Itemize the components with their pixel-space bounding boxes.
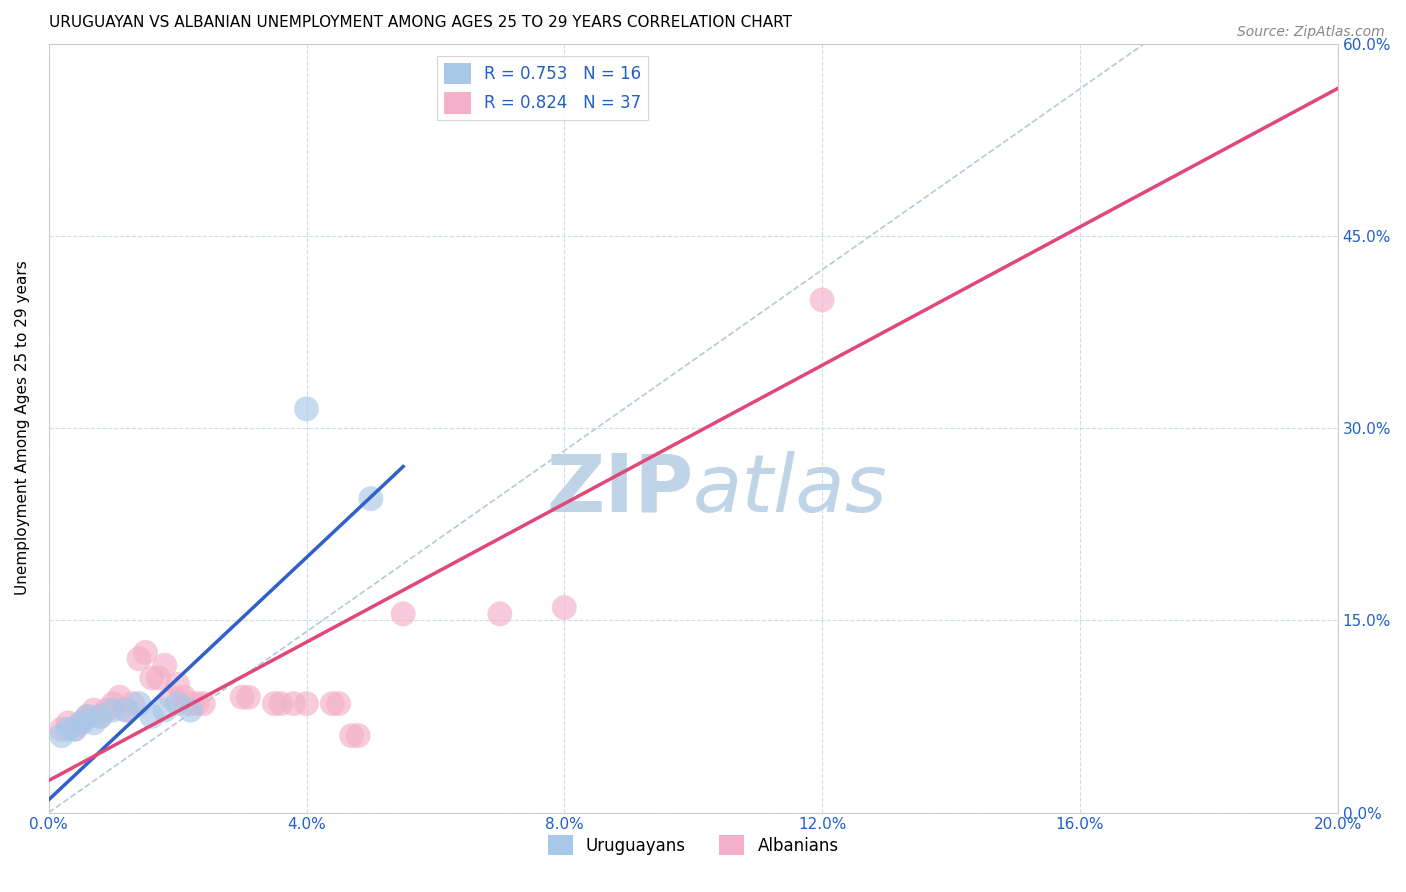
Point <box>263 697 285 711</box>
Point <box>180 697 202 711</box>
Point <box>70 715 93 730</box>
Point <box>295 697 318 711</box>
Point <box>489 607 512 621</box>
Point <box>340 729 363 743</box>
Point <box>128 652 150 666</box>
Point <box>63 723 86 737</box>
Point <box>283 697 305 711</box>
Point <box>103 703 125 717</box>
Point <box>89 709 111 723</box>
Point <box>180 703 202 717</box>
Legend: R = 0.753   N = 16, R = 0.824   N = 37: R = 0.753 N = 16, R = 0.824 N = 37 <box>437 56 648 120</box>
Text: URUGUAYAN VS ALBANIAN UNEMPLOYMENT AMONG AGES 25 TO 29 YEARS CORRELATION CHART: URUGUAYAN VS ALBANIAN UNEMPLOYMENT AMONG… <box>49 15 792 30</box>
Point <box>166 677 188 691</box>
Point <box>231 690 253 705</box>
Point <box>141 671 163 685</box>
Point <box>238 690 260 705</box>
Point <box>166 697 188 711</box>
Point <box>51 729 73 743</box>
Point <box>148 671 170 685</box>
Point <box>270 697 292 711</box>
Point <box>160 690 183 705</box>
Point <box>76 709 98 723</box>
Point <box>141 709 163 723</box>
Point <box>70 715 93 730</box>
Point <box>347 729 370 743</box>
Point <box>360 491 382 506</box>
Point <box>128 697 150 711</box>
Point <box>115 703 138 717</box>
Point <box>811 293 834 307</box>
Point <box>121 697 143 711</box>
Point <box>56 715 79 730</box>
Point <box>553 600 575 615</box>
Text: ZIP: ZIP <box>546 450 693 529</box>
Point <box>321 697 343 711</box>
Point <box>153 658 176 673</box>
Point <box>96 703 118 717</box>
Point <box>108 690 131 705</box>
Text: atlas: atlas <box>693 450 889 529</box>
Point <box>392 607 415 621</box>
Point <box>63 723 86 737</box>
Point <box>51 723 73 737</box>
Y-axis label: Unemployment Among Ages 25 to 29 years: Unemployment Among Ages 25 to 29 years <box>15 260 30 596</box>
Point <box>193 697 215 711</box>
Point <box>134 645 156 659</box>
Point <box>115 703 138 717</box>
Point <box>103 697 125 711</box>
Point <box>153 703 176 717</box>
Point <box>89 709 111 723</box>
Point <box>83 703 105 717</box>
Text: Source: ZipAtlas.com: Source: ZipAtlas.com <box>1237 25 1385 39</box>
Point <box>295 401 318 416</box>
Point <box>83 715 105 730</box>
Point <box>56 723 79 737</box>
Point <box>173 690 195 705</box>
Point <box>76 709 98 723</box>
Point <box>328 697 350 711</box>
Point <box>186 697 208 711</box>
